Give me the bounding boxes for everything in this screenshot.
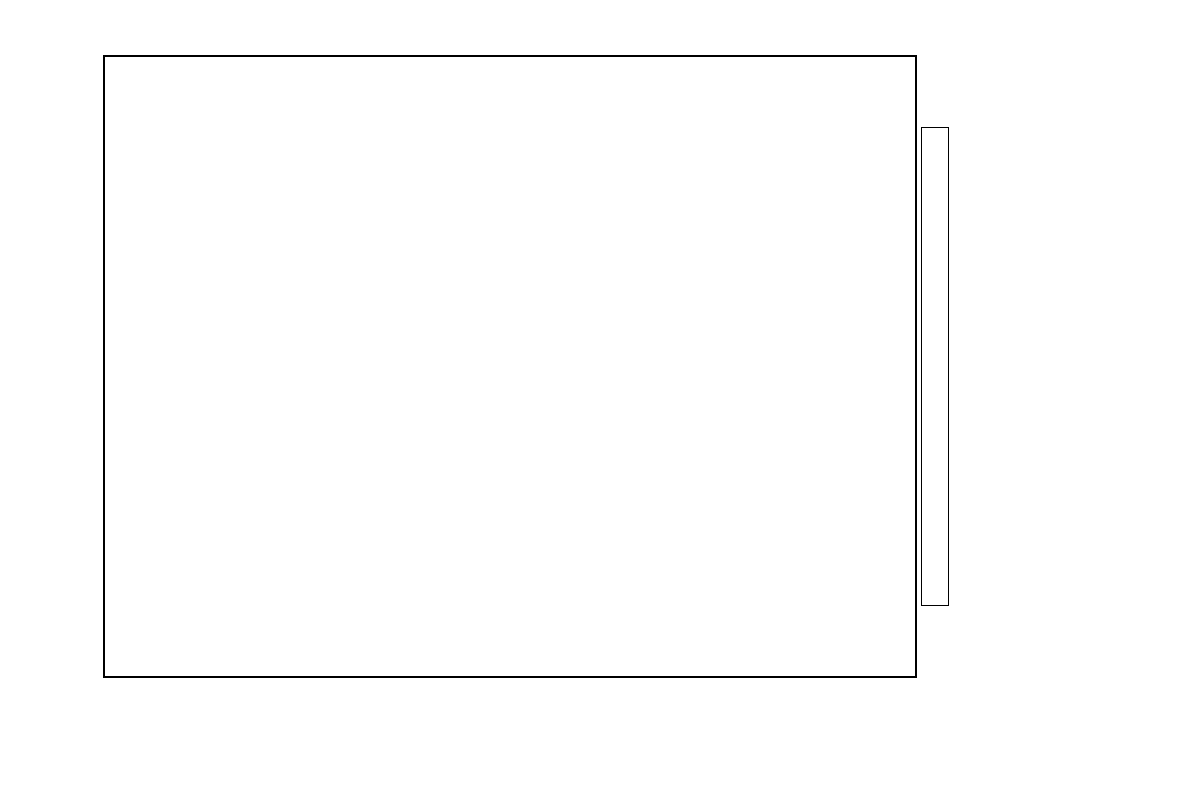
- colorbar-frame: [921, 126, 949, 606]
- heatmap-canvas: [105, 57, 915, 676]
- plot-area-frame: [103, 55, 917, 678]
- colorbar-canvas: [922, 127, 948, 605]
